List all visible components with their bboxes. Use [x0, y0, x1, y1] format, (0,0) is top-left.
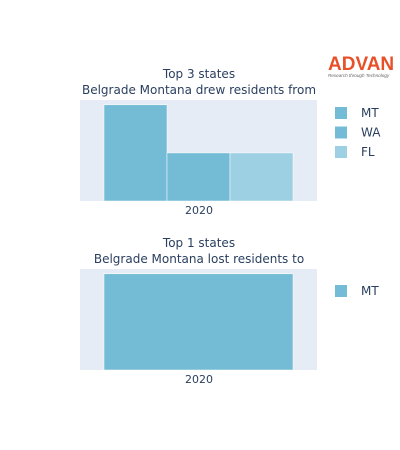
chart-drew-residents: Top 3 states Belgrade Montana drew resid… — [80, 67, 381, 217]
bar-mt — [103, 104, 168, 202]
legend-swatch-fl — [335, 146, 347, 158]
chart-lost-residents: Top 1 states Belgrade Montana lost resid… — [80, 236, 379, 386]
legend-label-mt: MT — [361, 106, 379, 120]
legend-label-mt: MT — [361, 284, 379, 298]
legend-label-wa: WA — [361, 126, 381, 140]
x-tick-label: 2020 — [185, 373, 213, 386]
legend: MT WA FL — [335, 106, 381, 159]
bars — [103, 273, 294, 371]
logo-tagline: Research through Technology — [328, 73, 390, 78]
legend-swatch-wa — [335, 126, 347, 139]
legend-label-fl: FL — [361, 145, 375, 159]
legend: MT — [335, 284, 379, 298]
bar-fl — [229, 152, 294, 202]
bar-wa — [166, 152, 231, 202]
logo-wordmark: ADVAN — [328, 54, 394, 75]
advan-logo: ADVAN Research through Technology — [328, 54, 394, 78]
chart-title-line-1: Top 3 states — [162, 67, 235, 81]
legend-swatch-mt — [335, 107, 347, 119]
chart-title-line-2: Belgrade Montana drew residents from — [82, 83, 316, 97]
chart-title-line-1: Top 1 states — [162, 236, 235, 250]
bar-mt — [103, 273, 294, 371]
x-tick-label: 2020 — [185, 204, 213, 217]
bars — [103, 104, 294, 202]
chart-title-line-2: Belgrade Montana lost residents to — [94, 252, 304, 266]
legend-swatch-mt — [335, 285, 347, 297]
